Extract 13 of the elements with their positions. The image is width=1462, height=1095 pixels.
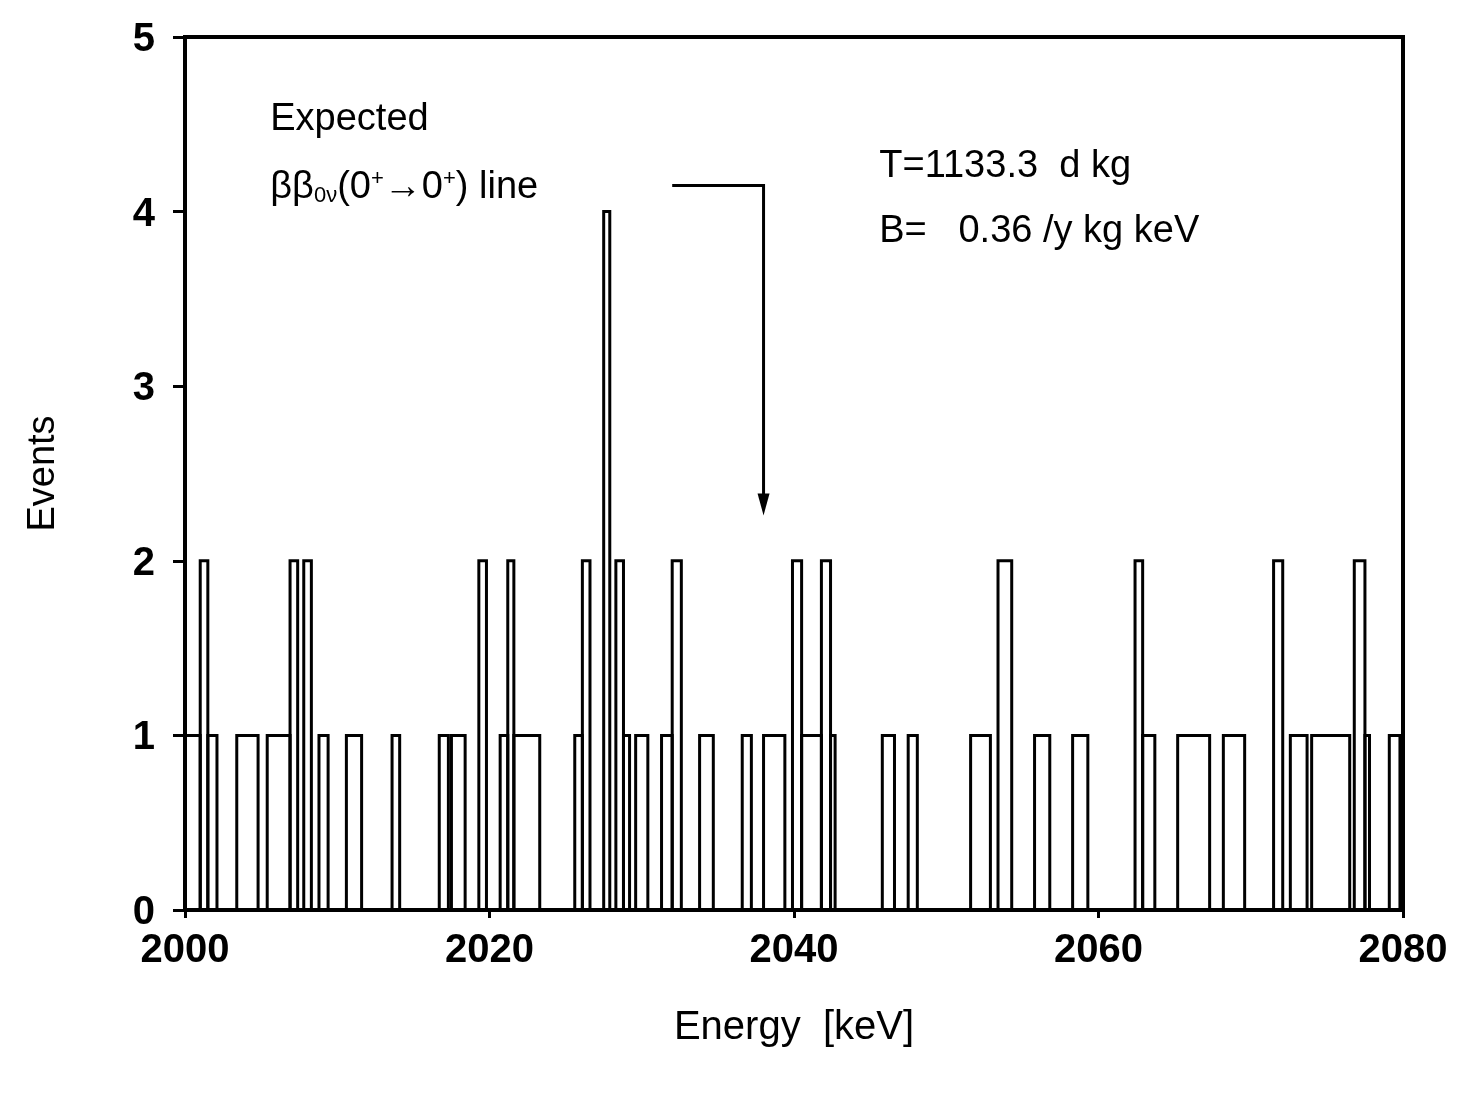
y-tick-label: 4 — [132, 189, 156, 234]
y-tick-label: 5 — [132, 15, 155, 59]
annotation: T=1133.3 d kg — [879, 143, 1132, 185]
x-tick-label: 2080 — [1358, 926, 1448, 970]
x-tick-label: 2060 — [1054, 926, 1143, 970]
x-tick-label: 2020 — [445, 926, 534, 970]
y-tick-label: 3 — [132, 364, 155, 409]
y-tick-label: 1 — [132, 713, 155, 758]
x-axis-title: Energy [keV] — [673, 1003, 915, 1047]
annotation: B= 0.36 /y kg keV — [879, 208, 1200, 250]
y-axis-title: Events — [20, 415, 62, 532]
y-tick-label: 2 — [132, 538, 155, 583]
x-tick-label: 2040 — [749, 926, 839, 970]
